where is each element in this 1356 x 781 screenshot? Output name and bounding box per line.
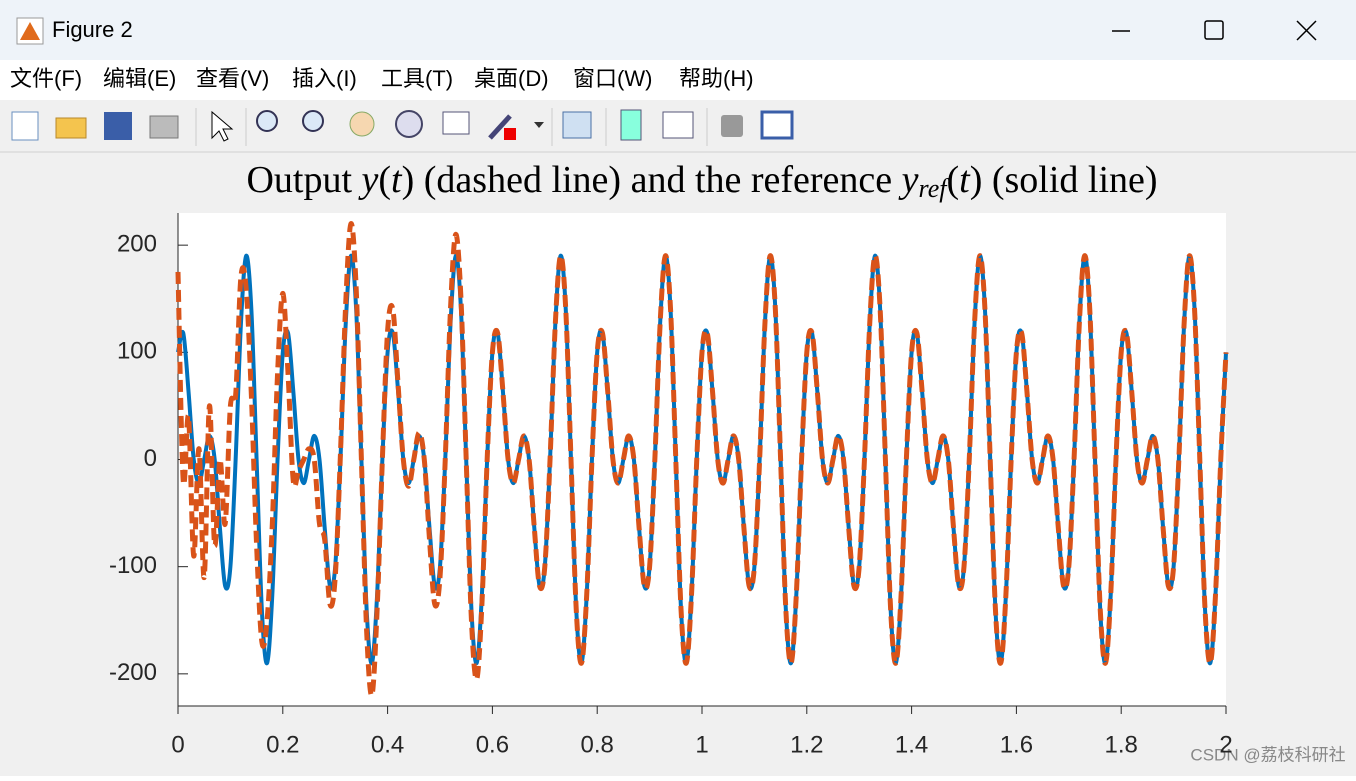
title-math: y (898, 159, 919, 201)
brush-icon[interactable] (488, 114, 512, 140)
new-icon[interactable] (11, 111, 39, 141)
y-tick-label: -100 (109, 552, 157, 579)
zoom-out-icon[interactable] (302, 110, 324, 132)
y-tick-label: -200 (109, 659, 157, 686)
title-math: y (358, 159, 379, 201)
y-tick-label: 0 (144, 445, 157, 472)
colorbar-icon[interactable] (620, 109, 642, 141)
maximize-button[interactable] (1204, 20, 1224, 40)
dropdown[interactable] (534, 122, 544, 128)
title-text: (solid line) (982, 159, 1157, 201)
title-text: Output (246, 159, 361, 201)
window-title: Figure 2 (52, 17, 133, 42)
watermark: CSDN @荔枝科研社 (1190, 745, 1345, 764)
menu-item[interactable]: 帮助(H) (679, 66, 754, 91)
x-tick-label: 0.2 (266, 731, 299, 758)
series-line (175, 221, 1229, 698)
x-tick-label: 0.6 (476, 731, 509, 758)
title-text: ( (946, 159, 959, 201)
close-button[interactable] (1296, 20, 1317, 41)
app-icon (16, 17, 44, 45)
title-text: ) (402, 159, 415, 201)
menu-item[interactable]: 插入(I) (292, 66, 357, 91)
rotate-icon[interactable] (395, 110, 423, 138)
hide-tools-icon[interactable] (721, 115, 743, 137)
save-icon[interactable] (104, 112, 132, 140)
toolbar-icons (11, 108, 794, 146)
x-tick-label: 0.8 (581, 731, 614, 758)
title-bar (0, 0, 1356, 60)
menu-item[interactable]: 工具(T) (381, 66, 453, 91)
menu-item[interactable]: 查看(V) (196, 66, 269, 91)
chart-title: Output y(t) (dashed line) and the refere… (246, 159, 1157, 203)
title-math: t (391, 159, 403, 201)
x-tick-label: 0.4 (371, 731, 404, 758)
dock-icon[interactable] (760, 110, 794, 140)
title-text: ( (378, 159, 391, 201)
menu-item[interactable]: 窗口(W) (573, 66, 652, 91)
x-tick-label: 1.8 (1105, 731, 1138, 758)
y-tick-label: 100 (117, 338, 157, 365)
link-icon[interactable] (562, 111, 592, 139)
title-text: (dashed line) and the reference (414, 159, 901, 201)
x-tick-label: 1.2 (790, 731, 823, 758)
x-tick-label: 1 (695, 731, 708, 758)
pan-icon[interactable] (349, 111, 375, 137)
plot-area (178, 213, 1226, 706)
x-tick-label: 1.6 (1000, 731, 1033, 758)
x-tick-label: 0 (171, 731, 184, 758)
menu-item[interactable]: 文件(F) (10, 66, 82, 91)
title-text: ) (970, 159, 983, 201)
plot: 0 0.2 0.4 0.6 0.8 1 1.2 1.4 1.6 1.8 2 -200 -100 0 100 2… (109, 213, 1233, 758)
menu: 文件(F) 编辑(E) 查看(V) 插入(I) 工具(T) 桌面(D) 窗口(W) 帮助(H) (10, 66, 754, 91)
title-subscript: ref (919, 174, 951, 203)
datatip-icon[interactable] (442, 111, 470, 135)
title-math: t (959, 159, 971, 201)
pointer-icon[interactable] (211, 110, 234, 142)
x-tick-label: 1.4 (895, 731, 928, 758)
x-tick-label: 2 (1219, 731, 1232, 758)
menu-item[interactable]: 编辑(E) (103, 66, 176, 91)
y-tick-label: 200 (117, 230, 157, 257)
open-icon[interactable] (55, 117, 87, 139)
menu-bar (0, 60, 1356, 100)
menu-item[interactable]: 桌面(D) (474, 66, 549, 91)
legend-icon[interactable] (662, 111, 694, 139)
zoom-in-icon[interactable] (256, 110, 278, 132)
print-icon[interactable] (149, 115, 179, 139)
brush-color (504, 128, 516, 140)
